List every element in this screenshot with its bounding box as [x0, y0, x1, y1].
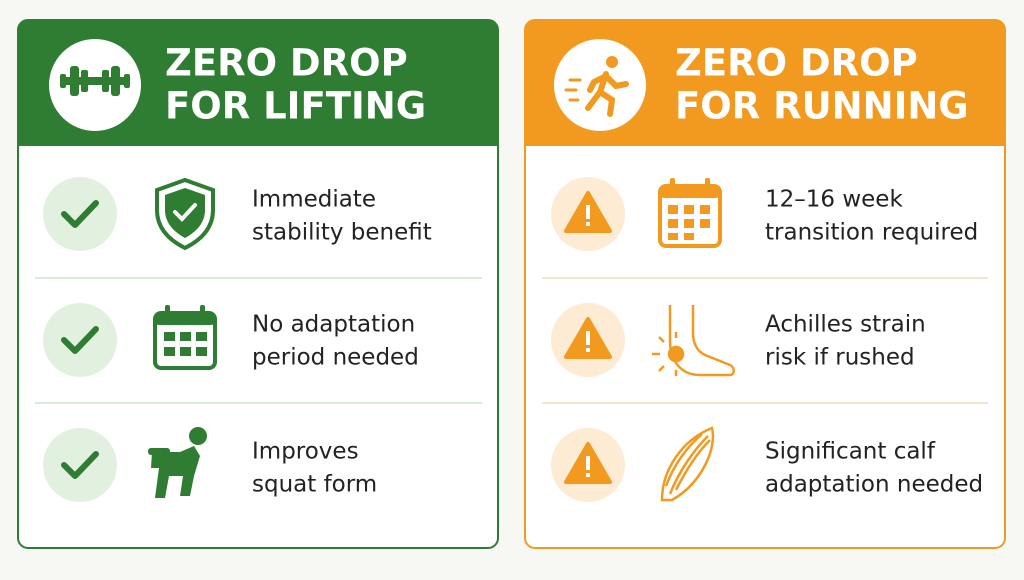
warning-badges	[551, 177, 625, 502]
lifting-panel: ZERO DROP FOR LIFTING	[17, 19, 499, 549]
item-text: No adaptation	[252, 312, 415, 338]
item-text: 12–16 week	[765, 187, 903, 213]
panel-title: ZERO DROP	[165, 42, 408, 85]
item-text: period needed	[252, 345, 419, 371]
item-text: risk if rushed	[765, 345, 915, 371]
item-text: Achilles strain	[765, 312, 926, 338]
panel-title: FOR RUNNING	[675, 85, 969, 128]
calendar-icon	[658, 178, 722, 248]
muscle-icon	[660, 426, 715, 502]
item-text: transition required	[765, 220, 978, 246]
item-text: Improves	[252, 439, 359, 465]
item-text: stability benefit	[252, 220, 432, 246]
item-text: Significant calf	[765, 439, 936, 465]
panel-title: ZERO DROP	[675, 42, 918, 85]
running-panel: ZERO DROP FOR RUNNING	[524, 19, 1006, 549]
check-badges	[43, 177, 117, 502]
foot-icon	[652, 305, 735, 377]
item-text: squat form	[252, 472, 377, 498]
panel-title: FOR LIFTING	[165, 85, 426, 128]
shield-icon	[155, 177, 215, 251]
squat-icon	[148, 427, 207, 498]
item-text: adaptation needed	[765, 472, 983, 498]
item-text: Immediate	[252, 187, 376, 213]
runner-icon	[564, 56, 629, 117]
calendar-icon	[153, 305, 217, 370]
dumbbell-icon	[60, 66, 130, 96]
